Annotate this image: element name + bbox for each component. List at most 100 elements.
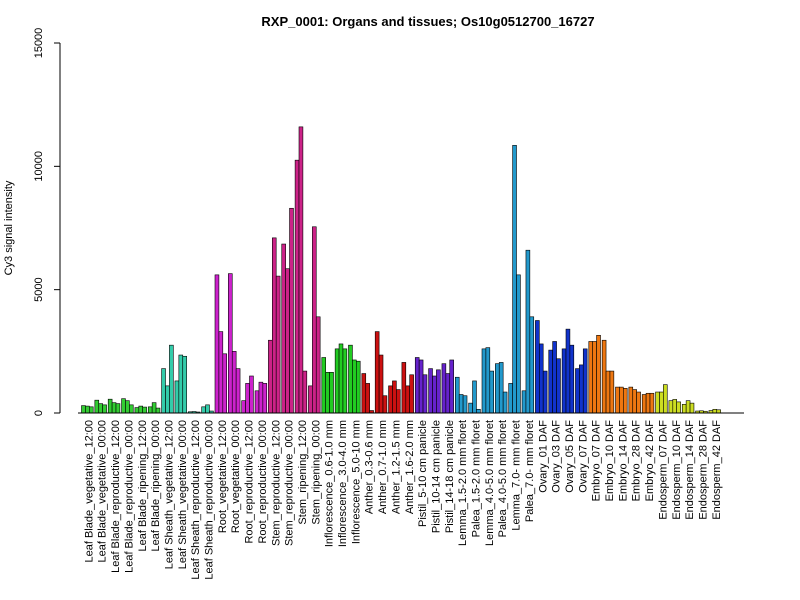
x-category-label: Anther_0.7-1.0 mm [377,420,389,514]
x-category-label: Stem_reproductive_12:00 [270,420,282,546]
x-category-label: Embryo_42 DAF [644,420,656,502]
x-category-label: Embryo_14 DAF [617,420,629,502]
bar [382,395,388,414]
bar [436,369,441,414]
bar [275,275,281,414]
bar [668,400,674,414]
x-category-label: Endosperm_10 DAF [671,420,683,520]
x-category-label: Pistil_10-14 cm panicle [430,420,442,533]
bar [222,353,228,414]
x-category-labels: Leaf Blade_vegetative_12:00 Leaf Blade_ve… [83,420,722,580]
bar [409,374,414,414]
bar [641,394,647,414]
bar [689,402,695,414]
bar [231,351,237,414]
bar [201,406,206,414]
bar [285,268,290,414]
bar [205,404,210,414]
x-category-label: Leaf Blade_ripening_00:00 [150,420,162,552]
bar [138,405,144,414]
bar [575,368,580,414]
bar [663,384,668,414]
y-axis: 0 5000 10000 15000 [33,28,61,416]
bar [414,357,420,414]
bar [418,359,424,414]
bar [512,145,517,414]
bar [178,354,184,414]
bar [142,406,147,414]
bar [378,354,384,414]
bar [525,249,531,414]
bar [241,400,246,414]
x-category-label: Leaf Sheath_reproductive_00:00 [204,420,216,580]
bar [609,370,615,414]
bar [315,316,321,414]
x-category-label: Root_reproductive_12:00 [244,420,256,544]
x-category-label: Leaf Blade_reproductive_00:00 [123,420,135,573]
bar [392,380,397,414]
x-category-label: Embryo_07 DAF [591,420,603,502]
bar [352,359,357,414]
x-category-label: Endosperm_14 DAF [684,420,696,520]
x-category-label: Palea_1.5-2.0 mm floret [471,420,483,537]
bar [169,344,174,414]
x-category-label: Inflorescence_0.6-1.0 mm [324,420,336,547]
bar [655,391,660,414]
bar [521,390,527,414]
bar [281,243,286,414]
bar [329,371,334,414]
x-category-label: Palea_4.0-5.0 mm floret [497,420,509,537]
chart-title: RXP_0001: Organs and tissues; Os10g05127… [261,14,594,29]
bar [289,207,294,414]
bar [552,341,557,414]
bar [361,373,367,414]
x-category-label: Embryo_10 DAF [604,420,616,502]
x-category-label: Inflorescence_5.0-10 mm [350,420,362,544]
bar [321,357,326,414]
bar [458,394,464,414]
x-category-label: Ovary_07 DAF [577,420,589,493]
bar [516,274,521,414]
bar [685,400,691,414]
bar [622,388,628,414]
bar [85,405,90,414]
x-category-label: Anther_1.2-1.5 mm [390,420,402,514]
bar [542,370,548,414]
bar [388,385,393,414]
x-category-label: Lemma_7.0- mm floret [511,420,523,531]
bar [632,389,637,414]
bar [548,349,553,414]
x-category-label: Ovary_05 DAF [564,420,576,493]
bar [636,391,641,414]
x-category-label: Leaf Sheath_vegetative_12:00 [163,420,175,569]
y-tick-label: 15000 [33,28,45,59]
bar [155,407,161,414]
bar [529,316,535,414]
x-category-label: Pistil_5-10 cm panicle [417,420,429,527]
y-tick-label: 10000 [33,151,45,182]
x-category-label: Ovary_03 DAF [551,420,563,493]
bar [582,348,588,414]
bar [334,348,340,414]
bar [712,408,718,414]
x-category-label: Leaf Sheath_vegetative_00:00 [177,420,189,569]
bar [422,374,428,414]
bar [561,348,567,414]
bar [121,398,126,414]
bar [579,364,584,414]
bar [508,383,513,414]
x-category-label: Embryo_28 DAF [631,420,643,502]
bar [445,373,451,414]
bar [365,383,370,414]
bar [396,389,401,414]
x-category-label: Pistil_14-18 cm panicle [444,420,456,533]
x-category-label: Inflorescence_3.0-4.0 mm [337,420,349,547]
bar [298,126,304,414]
x-category-label: Lemma_1.5-2.0 mm floret [457,420,469,546]
x-category-label: Anther_0.3-0.6 mm [364,420,376,514]
bar [472,380,477,414]
bar [449,359,454,414]
bar [254,390,260,414]
bar [502,391,508,414]
bar [659,391,664,414]
